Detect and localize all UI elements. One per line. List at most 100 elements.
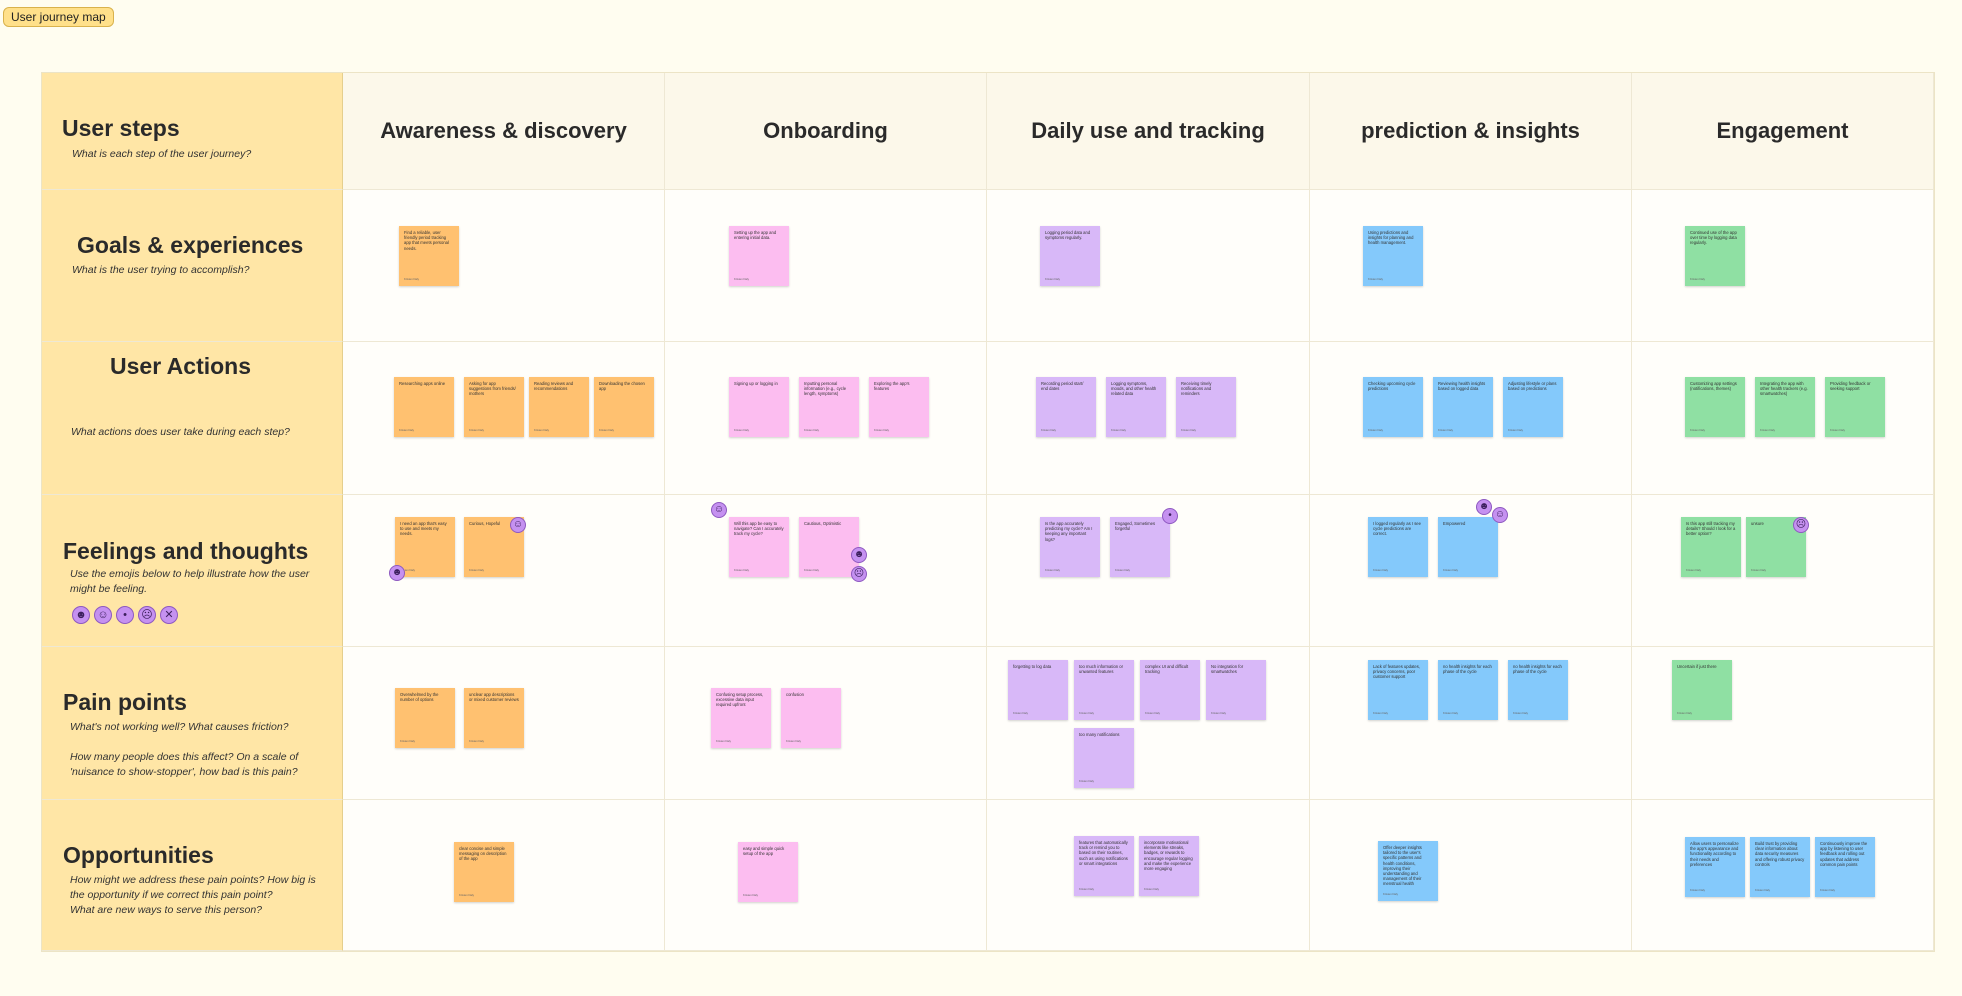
column-title: Daily use and tracking xyxy=(1031,118,1265,143)
cell-feelings-daily: Is the app accurately predicting my cycl… xyxy=(987,495,1310,647)
cell-actions-prediction: Checking upcoming cycle predictions Krist… xyxy=(1310,342,1632,495)
cell-opps-awareness: clear concise and simple messaging on de… xyxy=(343,800,665,951)
very-happy-face-icon[interactable]: ☻ xyxy=(851,547,867,563)
sticky-note[interactable]: confusion Kristen Daly xyxy=(781,688,841,748)
board-title-tag[interactable]: User journey map xyxy=(3,7,114,27)
sticky-note[interactable]: incorporate motivational elements like s… xyxy=(1139,836,1199,896)
cell-actions-daily: Recording period start/ end dates Kristen… xyxy=(987,342,1310,495)
sticky-note[interactable]: Allow users to personalize the app's app… xyxy=(1685,837,1745,897)
sticky-note[interactable]: Integrating the app with other health tr… xyxy=(1755,377,1815,437)
cell-feelings-awareness: I need an app that's easy to use and mee… xyxy=(343,495,665,647)
sticky-note[interactable]: Asking for app suggestions from friends/… xyxy=(464,377,524,437)
sticky-note[interactable]: Is this app still tracking my details? S… xyxy=(1681,517,1741,577)
very-happy-face-icon[interactable]: ☻ xyxy=(72,606,90,624)
row-prompt: What actions does user take during each … xyxy=(71,426,290,438)
sticky-note[interactable]: Downloading the chosen app Kristen Daly xyxy=(594,377,654,437)
cell-opps-onboarding: easy and simple quick setup of the app Kr… xyxy=(665,800,987,951)
sticky-note[interactable]: Find a reliable, user friendly period tr… xyxy=(399,226,459,286)
very-happy-face-icon[interactable]: ☻ xyxy=(1476,499,1492,515)
sad-face-icon[interactable]: ☹ xyxy=(851,566,867,582)
row-prompt-secondary: How many people does this affect? On a s… xyxy=(70,751,299,778)
sticky-note[interactable]: Researching apps online Kristen Daly xyxy=(394,377,454,437)
row-prompt: Use the emojis below to help illustrate … xyxy=(70,568,310,595)
sticky-note[interactable]: Inputting personal information (e.g., cy… xyxy=(799,377,859,437)
sticky-note[interactable]: Continued use of the app over time by lo… xyxy=(1685,226,1745,286)
sticky-note[interactable]: Overwhelmed by the number of options Kris… xyxy=(395,688,455,748)
sticky-note[interactable]: too many notifications Kristen Daly xyxy=(1074,728,1134,788)
sticky-note[interactable]: Confusing setup process, excessive data … xyxy=(711,688,771,748)
sticky-note[interactable]: no health insights for each phase of the… xyxy=(1508,660,1568,720)
angry-face-icon[interactable]: ✕ xyxy=(160,606,178,624)
sticky-note[interactable]: forgetting to log data Kristen Daly xyxy=(1008,660,1068,720)
neutral-face-icon[interactable]: • xyxy=(116,606,134,624)
sticky-note[interactable]: Receiving timely notifications and remin… xyxy=(1176,377,1236,437)
cell-pains-onboarding: Confusing setup process, excessive data … xyxy=(665,647,987,800)
sticky-note[interactable]: Using predictions and insights for plann… xyxy=(1363,226,1423,286)
row-header-opportunities: Opportunities How might we address these… xyxy=(42,800,343,951)
sticky-note[interactable]: Reviewing health insights based on logge… xyxy=(1433,377,1493,437)
neutral-face-icon[interactable]: • xyxy=(1162,508,1178,524)
sticky-note[interactable]: Adjusting lifestyle or plans based on pr… xyxy=(1503,377,1563,437)
column-header-prediction: prediction & insights xyxy=(1310,73,1632,190)
column-title: Awareness & discovery xyxy=(380,118,627,143)
sticky-note[interactable]: Logging period data and symptoms regular… xyxy=(1040,226,1100,286)
sticky-note[interactable]: Reading reviews and recommendations Krist… xyxy=(529,377,589,437)
row-title: Feelings and thoughts xyxy=(63,538,309,564)
row-prompt: How might we address these pain points? … xyxy=(70,874,316,901)
sticky-note[interactable]: unclear app descriptions or mixed custom… xyxy=(464,688,524,748)
sticky-note[interactable]: Lack of features updates, privacy concer… xyxy=(1368,660,1428,720)
sticky-note[interactable]: no health insights for each phase of the… xyxy=(1438,660,1498,720)
happy-face-icon[interactable]: ☺ xyxy=(510,517,526,533)
happy-face-icon[interactable]: ☺ xyxy=(94,606,112,624)
sticky-note[interactable]: Empowered Kristen Daly xyxy=(1438,517,1498,577)
sticky-note[interactable]: Uncertain if just there Kristen Daly xyxy=(1672,660,1732,720)
row-prompt: What is each step of the user journey? xyxy=(72,148,252,160)
row-header-user-steps: User steps What is each step of the user… xyxy=(42,73,343,190)
sad-face-icon[interactable]: ☹ xyxy=(138,606,156,624)
column-header-engagement: Engagement xyxy=(1632,73,1934,190)
sticky-note[interactable]: Build trust by providing clear informati… xyxy=(1750,837,1810,897)
sticky-note[interactable]: clear concise and simple messaging on de… xyxy=(454,842,514,902)
happy-face-icon[interactable]: ☺ xyxy=(711,502,727,518)
sticky-note[interactable]: No integration for smartwatches Kristen D… xyxy=(1206,660,1266,720)
row-title: User Actions xyxy=(110,353,252,379)
cell-opps-daily: features that automatically track or rem… xyxy=(987,800,1310,951)
cell-feelings-engagement: Is this app still tracking my details? S… xyxy=(1632,495,1934,647)
cell-pains-awareness: Overwhelmed by the number of options Kris… xyxy=(343,647,665,800)
sticky-note[interactable]: Setting up the app and entering initial … xyxy=(729,226,789,286)
emoji-legend: ☻ ☺ • ☹ ✕ xyxy=(72,606,178,624)
sticky-note[interactable]: Will this app be easy to navigate? Can I… xyxy=(729,517,789,577)
sticky-note[interactable]: easy and simple quick setup of the app Kr… xyxy=(738,842,798,902)
sticky-note[interactable]: Signing up or logging in Kristen Daly xyxy=(729,377,789,437)
column-header-daily-use: Daily use and tracking xyxy=(987,73,1310,190)
sticky-note[interactable]: Exploring the app's features Kristen Daly xyxy=(869,377,929,437)
column-title: Onboarding xyxy=(763,118,888,143)
sticky-note[interactable]: Logging symptoms, moods, and other healt… xyxy=(1106,377,1166,437)
sticky-note[interactable]: I logged regularly as I see cycle predic… xyxy=(1368,517,1428,577)
sticky-note[interactable]: Engaged, Sometimes forgetful Kristen Daly xyxy=(1110,517,1170,577)
sticky-note[interactable]: complex UI and difficult tracking Kristen… xyxy=(1140,660,1200,720)
very-happy-face-icon[interactable]: ☻ xyxy=(389,565,405,581)
journey-map-grid: User steps What is each step of the user… xyxy=(41,72,1935,952)
cell-pains-daily: forgetting to log data Kristen Daly too m… xyxy=(987,647,1310,800)
sticky-note[interactable]: features that automatically track or rem… xyxy=(1074,836,1134,896)
cell-opps-engagement: Allow users to personalize the app's app… xyxy=(1632,800,1934,951)
sticky-note[interactable]: Checking upcoming cycle predictions Krist… xyxy=(1363,377,1423,437)
sticky-note[interactable]: Continuously improve the app by listenin… xyxy=(1815,837,1875,897)
sad-face-icon[interactable]: ☹ xyxy=(1793,517,1809,533)
sticky-note[interactable]: Offer deeper insights tailored to the us… xyxy=(1378,841,1438,901)
sticky-note[interactable]: too much information or unwanted feature… xyxy=(1074,660,1134,720)
sticky-note[interactable]: Is the app accurately predicting my cycl… xyxy=(1040,517,1100,577)
row-title: Goals & experiences xyxy=(77,232,304,258)
cell-goals-prediction: Using predictions and insights for plann… xyxy=(1310,190,1632,342)
sticky-note[interactable]: Customizing app settings (notifications,… xyxy=(1685,377,1745,437)
sticky-note[interactable]: Cautious, Optimistic Kristen Daly xyxy=(799,517,859,577)
column-header-onboarding: Onboarding xyxy=(665,73,987,190)
sticky-note[interactable]: Recording period start/ end dates Kristen… xyxy=(1036,377,1096,437)
column-title: Engagement xyxy=(1716,118,1849,143)
cell-goals-engagement: Continued use of the app over time by lo… xyxy=(1632,190,1934,342)
sticky-note[interactable]: I need an app that's easy to use and mee… xyxy=(395,517,455,577)
cell-actions-awareness: Researching apps online Kristen Daly Aski… xyxy=(343,342,665,495)
sticky-note[interactable]: Providing feedback or seeking support Kri… xyxy=(1825,377,1885,437)
happy-face-icon[interactable]: ☺ xyxy=(1492,507,1508,523)
